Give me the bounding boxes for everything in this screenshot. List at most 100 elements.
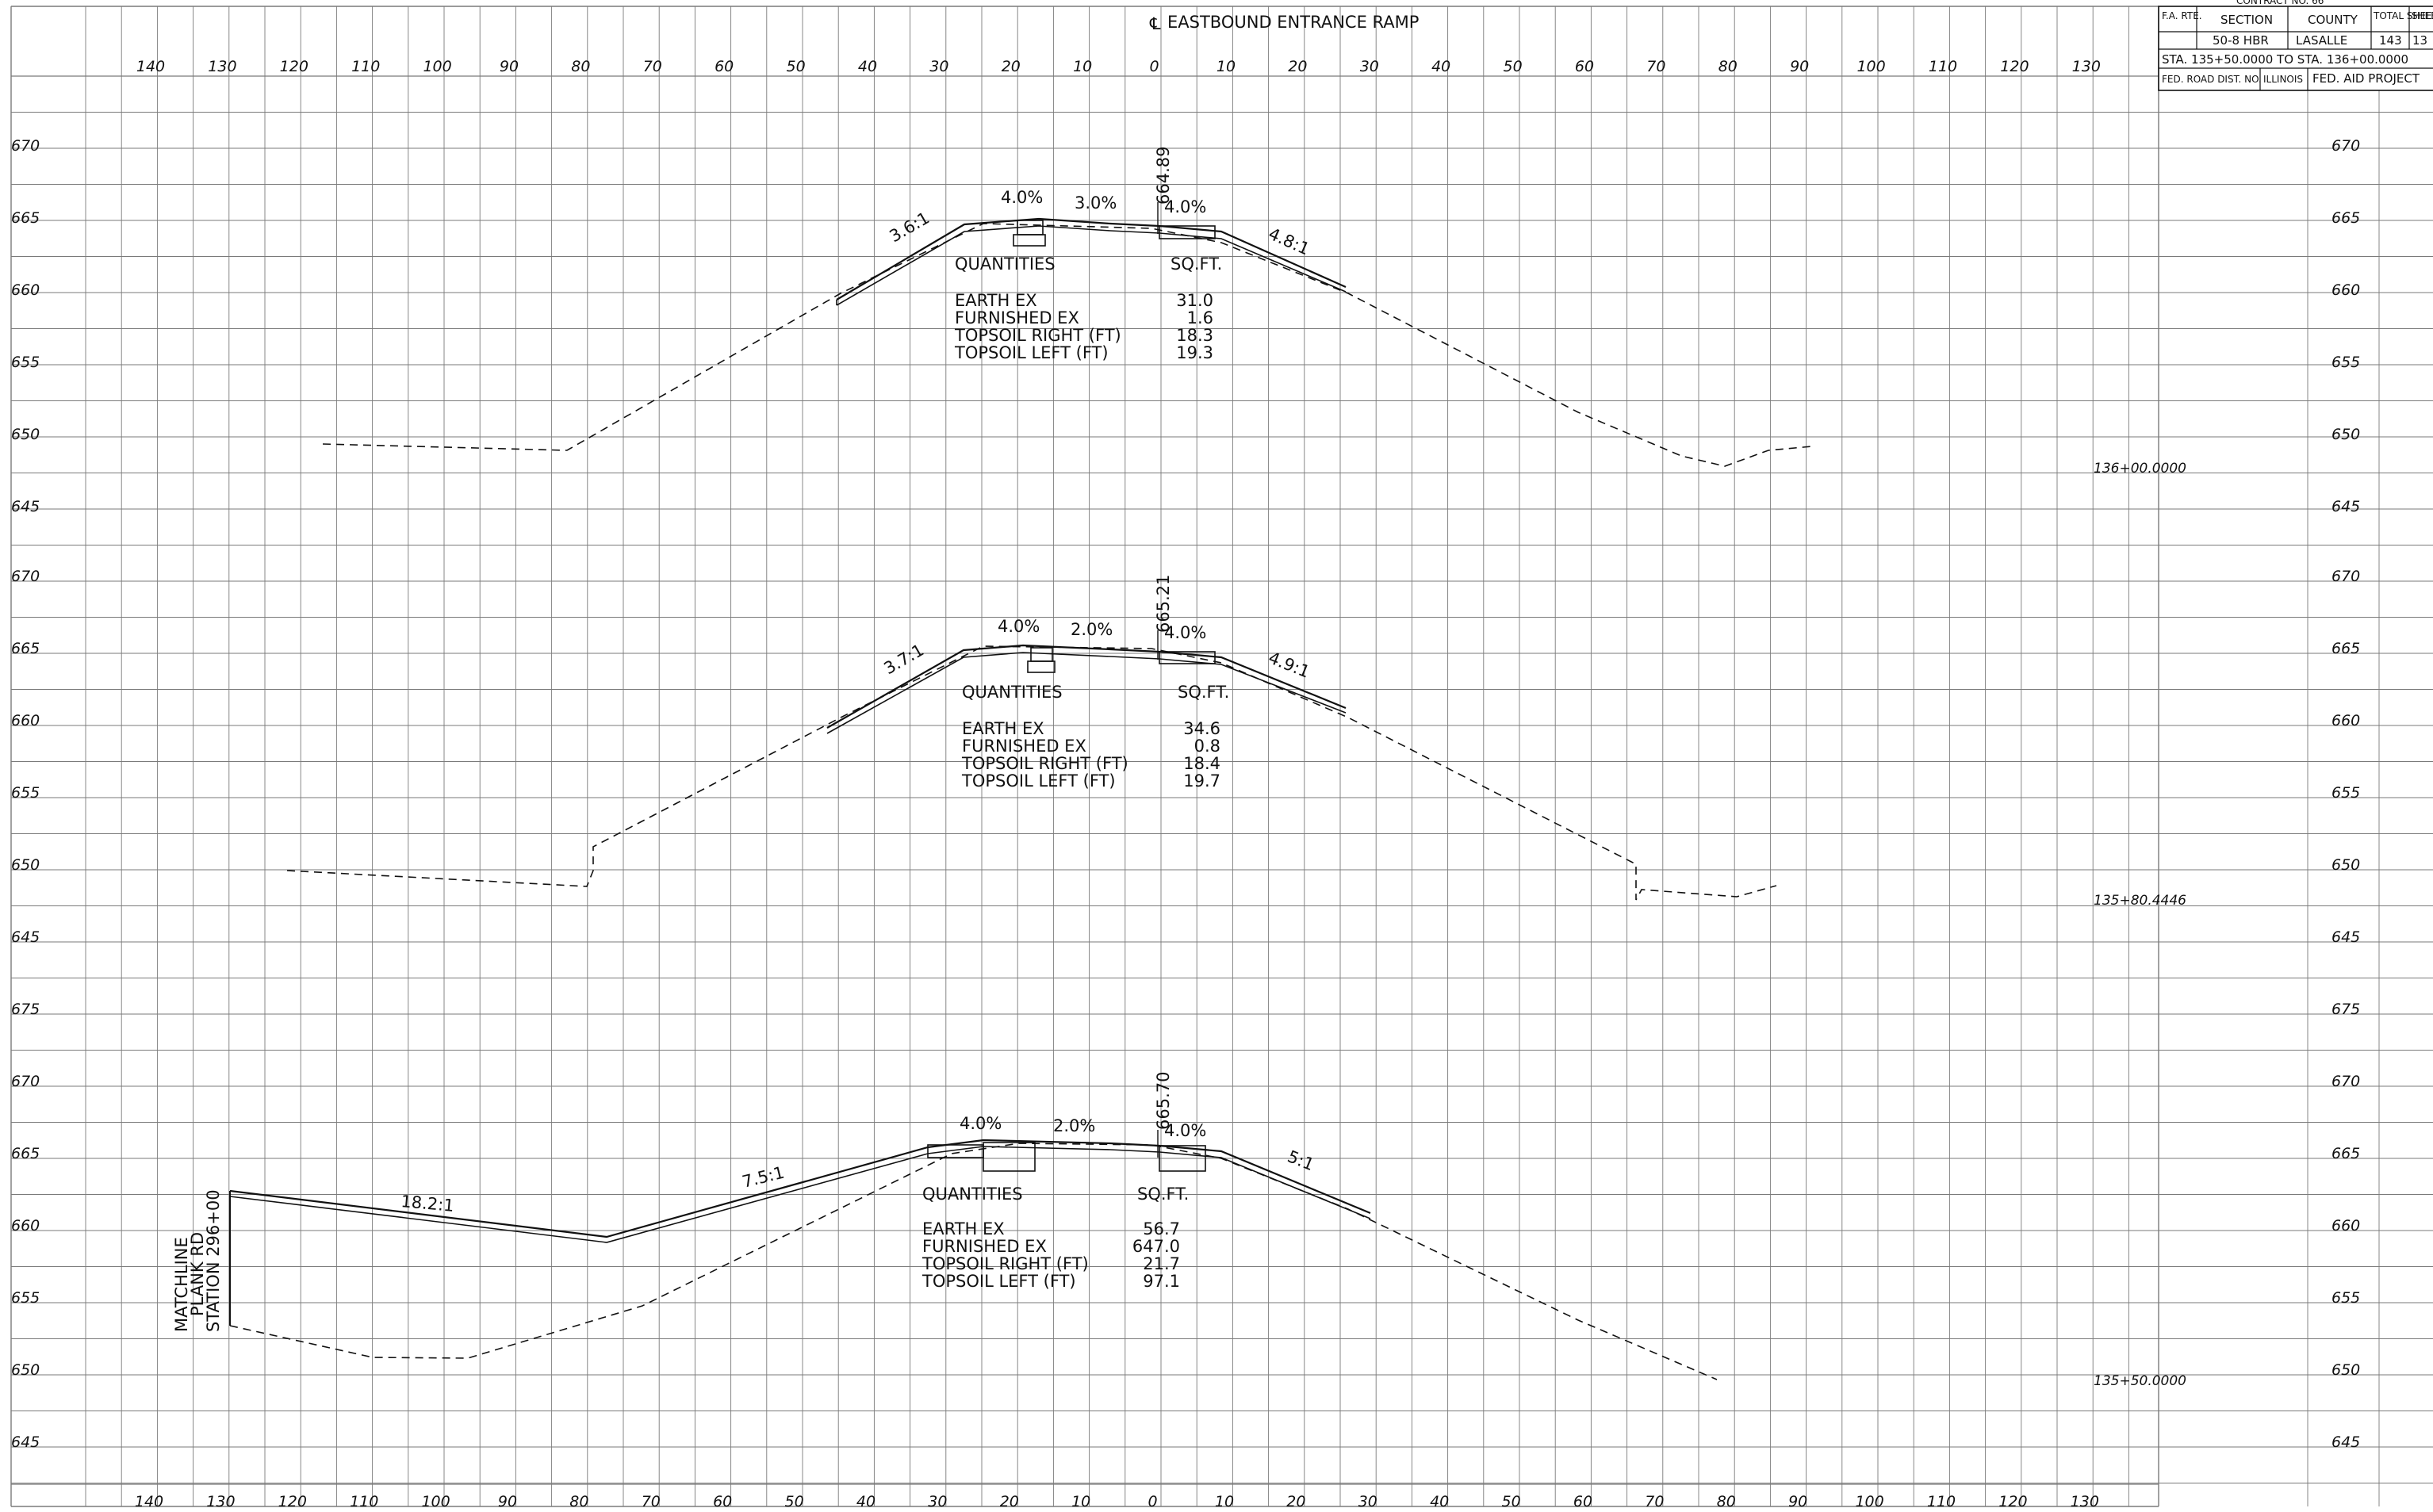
elevation-label: 665 <box>11 209 40 227</box>
elevation-label: 655 <box>2331 784 2360 802</box>
elevation-label: 670 <box>11 1073 40 1090</box>
elevation-label: 650 <box>11 856 40 874</box>
slope-mid-lane: 3.0% <box>1075 193 1117 212</box>
offset-label: 90 <box>1788 1493 1807 1510</box>
quantities-header: QUANTITIES <box>962 683 1063 702</box>
elevation-label: 665 <box>2331 640 2360 657</box>
qty-value: 56.7 <box>1143 1219 1180 1238</box>
offset-label: 20 <box>1286 1493 1305 1510</box>
title-block-frame <box>2158 6 2433 91</box>
proposed-surface <box>229 1139 1371 1238</box>
existing-ground-line <box>322 223 1813 467</box>
qty-value: 19.3 <box>1176 343 1213 362</box>
qty-value: 21.7 <box>1143 1254 1180 1273</box>
elevation-scale-left: 670 665 660 655 650 645 670 665 660 655 650 645 675 6… <box>11 137 40 1451</box>
qty-value: 34.6 <box>1183 719 1220 738</box>
value-county: LASALLE <box>2296 33 2347 48</box>
offset-label: 60 <box>1573 1493 1592 1510</box>
proposed-subgrade <box>826 652 1347 734</box>
header-total-sheets: TOTAL SHEETS <box>2373 10 2433 21</box>
offset-label: 100 <box>423 58 451 75</box>
offset-label: 50 <box>1502 1493 1521 1510</box>
elevation-label: 655 <box>2331 354 2360 371</box>
slope-right-side: 5:1 <box>1285 1146 1316 1174</box>
qty-value: 18.3 <box>1176 326 1213 345</box>
centerline-elevation: 665.70 <box>1154 1072 1173 1130</box>
elevation-label: 665 <box>11 1145 40 1162</box>
elevation-label: 660 <box>11 281 40 299</box>
offset-label: 130 <box>208 58 236 75</box>
elevation-label: 660 <box>2331 1217 2360 1234</box>
header-sheet-no: SHEET NO <box>2412 10 2433 21</box>
offset-label: 40 <box>1431 58 1450 75</box>
elevation-label: 645 <box>11 928 40 946</box>
offset-label: 10 <box>1071 1493 1090 1510</box>
offset-label: 20 <box>1002 58 1021 75</box>
elevation-label: 670 <box>2331 568 2360 585</box>
elevation-label: 645 <box>2331 498 2360 515</box>
slope-far-left: 18.2:1 <box>400 1192 455 1215</box>
station-label: 135+80.4446 <box>2094 893 2186 909</box>
section-13580-labels: 3.7:1 4.0% 2.0% 4.0% 4.9:1 665.21 QUANTI… <box>881 575 2187 909</box>
offset-label: 10 <box>1215 1493 1234 1510</box>
qty-label: EARTH EX <box>922 1219 1005 1238</box>
elevation-label: 650 <box>11 1361 40 1379</box>
qty-value: 97.1 <box>1143 1272 1180 1291</box>
qty-value: 647.0 <box>1132 1237 1180 1256</box>
slope-left-lane: 4.0% <box>1001 188 1043 207</box>
offset-label: 10 <box>1073 58 1092 75</box>
slope-right-lane: 4.0% <box>1164 623 1206 642</box>
slope-mid-lane: 2.0% <box>1053 1116 1095 1135</box>
elevation-label: 650 <box>11 426 40 443</box>
offset-label: 120 <box>280 58 308 75</box>
qty-value: 1.6 <box>1187 308 1213 327</box>
offset-label: 50 <box>785 1493 804 1510</box>
station-label: 135+50.0000 <box>2094 1373 2186 1389</box>
offset-label: 40 <box>856 1493 875 1510</box>
elevation-label: 670 <box>2331 1073 2360 1090</box>
qty-value: 19.7 <box>1183 771 1220 790</box>
offset-label: 80 <box>1718 58 1738 75</box>
offset-label: 30 <box>1360 58 1379 75</box>
offset-label: 110 <box>350 1493 378 1510</box>
qty-label: EARTH EX <box>955 291 1037 310</box>
offset-label: 120 <box>278 1493 307 1510</box>
slope-left-side: 3.6:1 <box>887 209 933 247</box>
elevation-label: 655 <box>11 1289 40 1307</box>
curb-foot-left <box>1027 660 1056 673</box>
elevation-label: 655 <box>11 354 40 371</box>
curb-left <box>1030 647 1053 662</box>
offset-label: 30 <box>929 58 948 75</box>
qty-label: TOPSOIL RIGHT (FT) <box>961 754 1128 773</box>
header-fa-rte: F.A. RTE. <box>2162 10 2202 21</box>
offset-label: 20 <box>1000 1493 1019 1510</box>
slope-mid-lane: 2.0% <box>1071 620 1113 639</box>
value-section: 50-8 HBR <box>2213 33 2269 48</box>
qty-label: TOPSOIL LEFT (FT) <box>954 343 1109 362</box>
offset-label: 30 <box>928 1493 947 1510</box>
offset-label: 120 <box>2000 58 2029 75</box>
curb-right <box>1159 225 1216 239</box>
offset-label: 110 <box>351 58 380 75</box>
fed-aid-project: FED. AID PROJECT <box>2312 71 2420 86</box>
offset-label: 130 <box>2071 1493 2099 1510</box>
cross-section-13580 <box>286 630 1777 901</box>
curb-foot-left <box>1013 234 1046 247</box>
slope-right-lane: 4.0% <box>1164 1121 1206 1140</box>
elevation-label: 645 <box>11 1434 40 1451</box>
cross-section-136 <box>322 202 1813 467</box>
state-name: ILLINOIS <box>2263 74 2303 85</box>
elevation-label: 670 <box>11 137 40 155</box>
offset-label: 70 <box>1645 1493 1664 1510</box>
offset-scale-top: 140 130 120 110 100 90 80 70 60 50 40 30 20 10 0 10 20 30… <box>136 58 2101 75</box>
elevation-label: 645 <box>11 498 40 515</box>
proposed-subgrade <box>229 1146 1371 1243</box>
matchline-road: PLANK RD <box>188 1232 207 1316</box>
offset-label: 50 <box>787 58 806 75</box>
slope-left-side: 7.5:1 <box>740 1163 786 1192</box>
qty-value: 18.4 <box>1183 754 1220 773</box>
offset-label: 140 <box>136 58 165 75</box>
offset-label: 90 <box>498 1493 517 1510</box>
qty-label: FURNISHED EX <box>922 1237 1047 1256</box>
